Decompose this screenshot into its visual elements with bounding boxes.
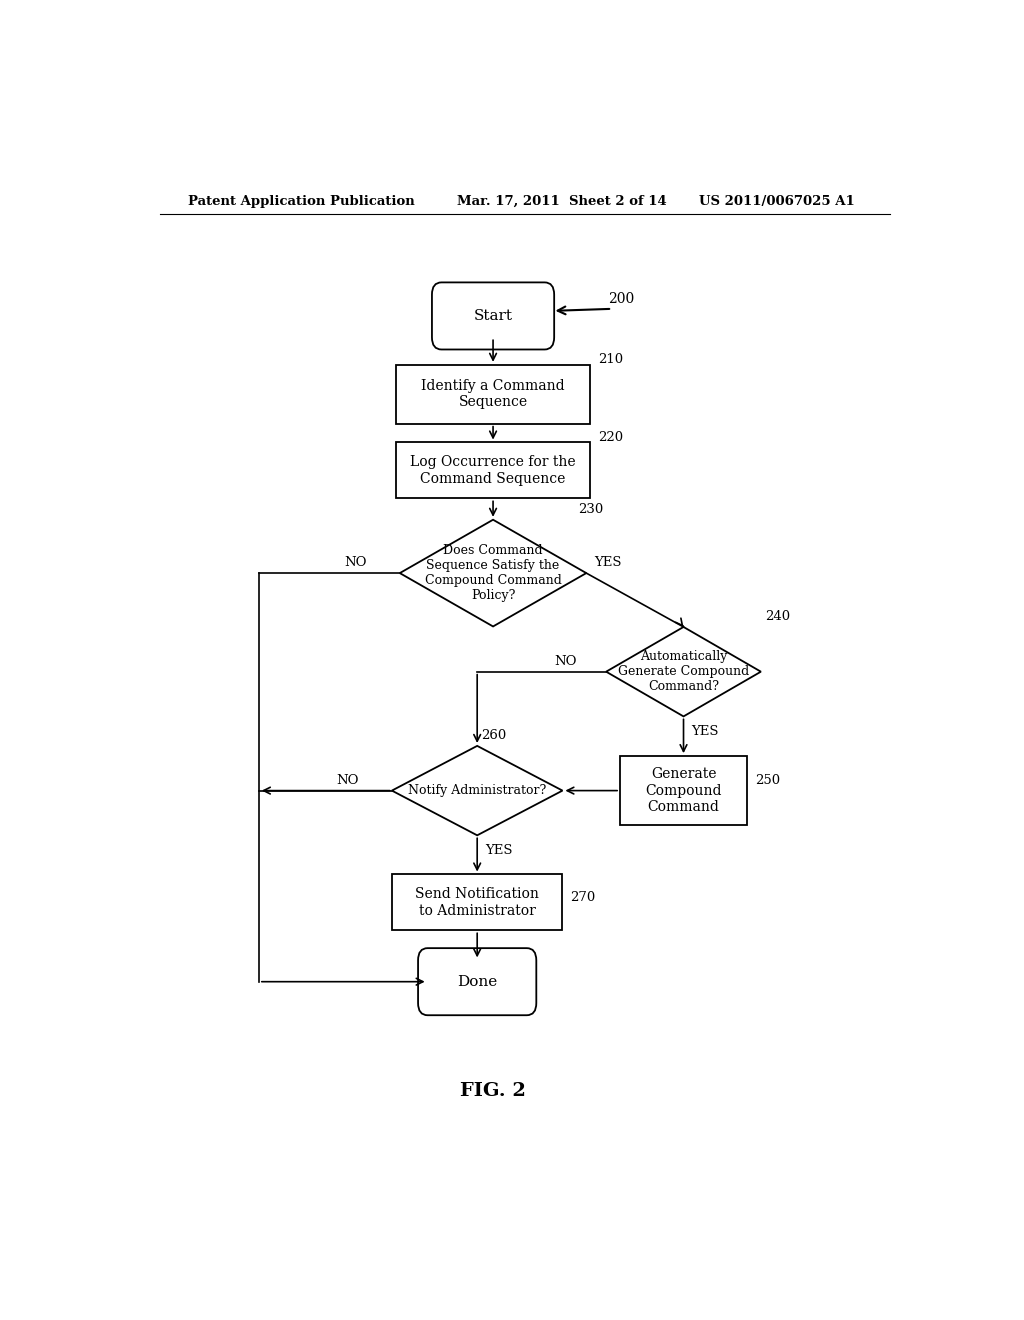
Text: 230: 230 [579,503,603,516]
Text: 260: 260 [481,729,507,742]
Text: NO: NO [344,557,367,569]
Text: Generate
Compound
Command: Generate Compound Command [645,767,722,814]
Text: Automatically
Generate Compound
Command?: Automatically Generate Compound Command? [617,651,750,693]
Text: Notify Administrator?: Notify Administrator? [408,784,547,797]
Text: NO: NO [336,774,358,787]
FancyBboxPatch shape [432,282,554,350]
Text: Start: Start [473,309,513,323]
FancyBboxPatch shape [418,948,537,1015]
Text: YES: YES [594,557,622,569]
Bar [396,442,590,499]
Text: YES: YES [485,843,513,857]
Polygon shape [392,746,562,836]
Text: NO: NO [555,655,578,668]
Bar [392,874,562,931]
Text: Identify a Command
Sequence: Identify a Command Sequence [421,379,565,409]
Text: 210: 210 [598,354,624,366]
Text: FIG. 2: FIG. 2 [460,1082,526,1101]
Text: 250: 250 [755,774,780,787]
Text: 270: 270 [570,891,596,904]
Text: Mar. 17, 2011  Sheet 2 of 14: Mar. 17, 2011 Sheet 2 of 14 [458,194,667,207]
Polygon shape [606,627,761,717]
Text: Log Occurrence for the
Command Sequence: Log Occurrence for the Command Sequence [411,455,575,486]
Text: Patent Application Publication: Patent Application Publication [187,194,415,207]
Text: YES: YES [691,725,719,738]
Bar [620,756,746,825]
Bar [396,364,590,424]
Text: Send Notification
to Administrator: Send Notification to Administrator [416,887,539,917]
Text: Does Command
Sequence Satisfy the
Compound Command
Policy?: Does Command Sequence Satisfy the Compou… [425,544,561,602]
Text: US 2011/0067025 A1: US 2011/0067025 A1 [699,194,855,207]
Text: 200: 200 [608,292,635,306]
Text: 220: 220 [598,430,624,444]
Text: 240: 240 [765,610,790,623]
Text: Done: Done [457,974,498,989]
Polygon shape [399,520,587,627]
